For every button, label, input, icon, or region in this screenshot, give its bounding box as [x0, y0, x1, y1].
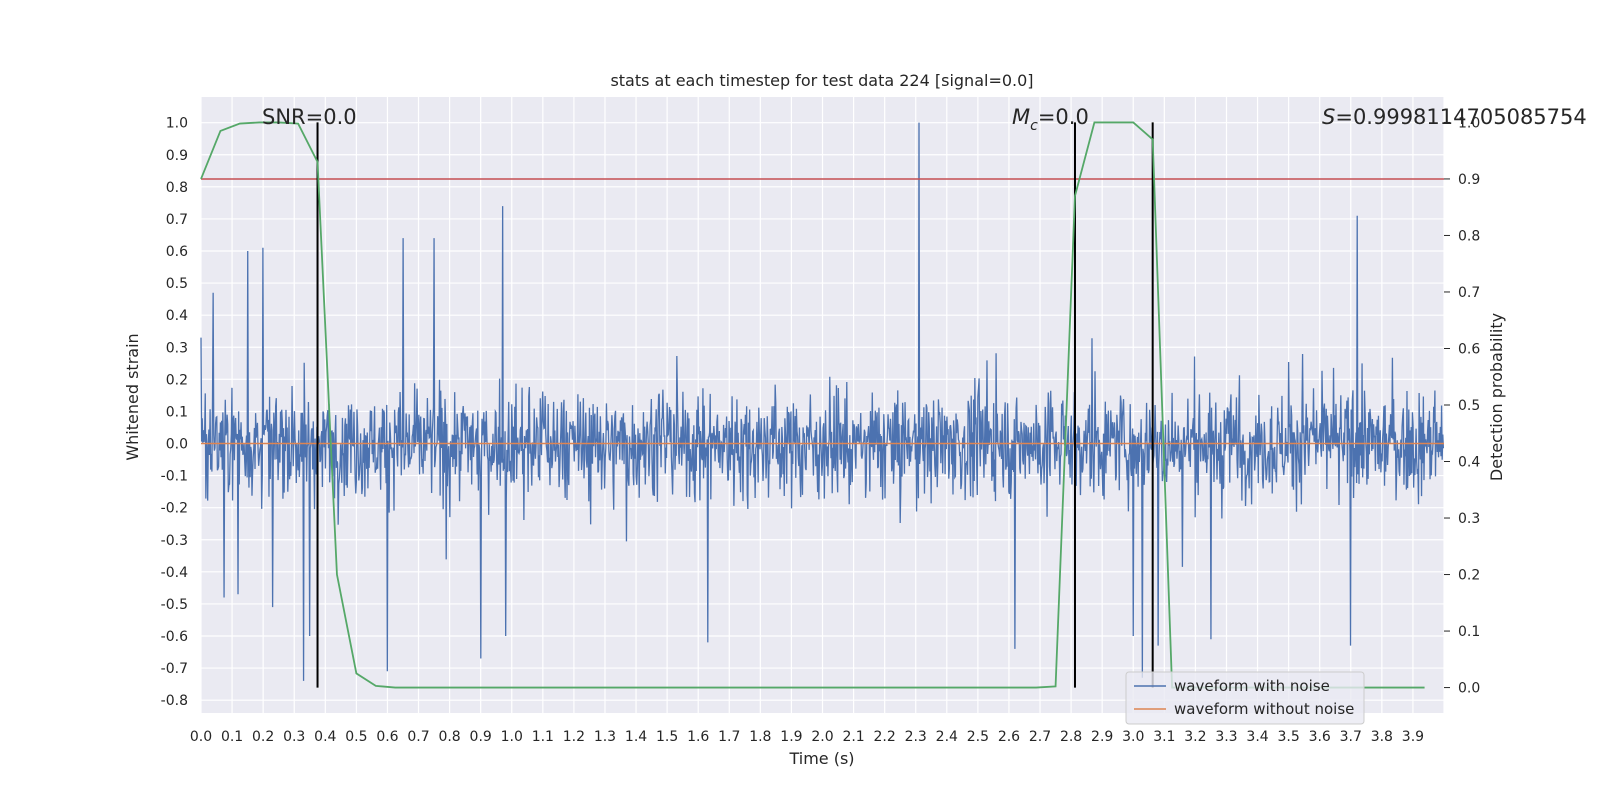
x-tick-label: 3.1 — [1153, 729, 1175, 745]
x-tick-label: 0.9 — [470, 729, 492, 745]
x-tick-label: 3.2 — [1184, 729, 1206, 745]
y-right-tick-label: 0.9 — [1458, 172, 1480, 188]
x-tick-labels: 0.0 0.1 0.2 0.3 0.4 0.5 0.6 0.7 0.8 0.9 1.0 1.1 1.2 1… — [190, 729, 1424, 745]
y-left-tick-label: 0.2 — [166, 372, 188, 388]
y-left-tick-label: 0.4 — [166, 308, 188, 324]
x-tick-label: 2.0 — [811, 729, 833, 745]
x-tick-label: 2.8 — [1060, 729, 1082, 745]
x-tick-label: 3.4 — [1246, 729, 1268, 745]
x-tick-label: 2.5 — [967, 729, 989, 745]
y-left-tick-label: 0.9 — [166, 148, 188, 164]
y-axis-right-label: Detection probability — [1487, 313, 1506, 481]
x-tick-label: 3.9 — [1402, 729, 1424, 745]
legend-label-clean: waveform without noise — [1174, 700, 1354, 718]
y-left-tick-label: -0.5 — [161, 597, 188, 613]
grid — [200, 97, 1445, 713]
y-left-tick-label: 0.0 — [166, 437, 188, 453]
chart-title: stats at each timestep for test data 224… — [610, 71, 1033, 90]
x-tick-label: 1.2 — [563, 729, 585, 745]
probability-series — [200, 121, 1425, 689]
probability-line — [200, 121, 1425, 689]
y-left-tick-label: -0.1 — [161, 469, 188, 485]
x-tick-label: 1.9 — [780, 729, 802, 745]
y-right-tick-label: 1.0 — [1458, 115, 1480, 131]
x-tick-label: 2.6 — [998, 729, 1020, 745]
y-left-tick-label: 0.3 — [166, 340, 188, 356]
snr-annotation: SNR=0.0 — [262, 105, 357, 129]
y-left-tick-label: 0.5 — [166, 276, 188, 292]
x-tick-label: 3.3 — [1215, 729, 1237, 745]
y-left-tick-label: 0.1 — [166, 404, 188, 420]
x-tick-label: 1.8 — [749, 729, 771, 745]
y-left-tick-label: 0.6 — [166, 244, 188, 260]
legend-box — [1125, 671, 1365, 725]
x-tick-label: 3.0 — [1122, 729, 1144, 745]
x-tick-label: 1.6 — [687, 729, 709, 745]
x-tick-label: 0.7 — [407, 729, 429, 745]
y-right-tick-label: 0.8 — [1458, 228, 1480, 244]
y-left-tick-label: -0.6 — [161, 629, 188, 645]
x-tick-label: 1.7 — [718, 729, 740, 745]
x-tick-label: 1.3 — [594, 729, 616, 745]
s-symbol: S — [1322, 105, 1335, 129]
y-right-tick-label: 0.0 — [1458, 681, 1480, 697]
x-tick-label: 1.0 — [501, 729, 523, 745]
y-left-tick-labels: -0.8 -0.7 -0.6 -0.5 -0.4 -0.3 -0.2 -0.1 0.0 0.1 0.… — [161, 116, 188, 710]
x-tick-label: 2.1 — [842, 729, 864, 745]
x-tick-label: 3.5 — [1277, 729, 1299, 745]
x-tick-label: 2.2 — [874, 729, 896, 745]
x-tick-label: 0.5 — [345, 729, 367, 745]
y-right-tick-label: 0.2 — [1458, 568, 1480, 584]
x-tick-label: 0.6 — [376, 729, 398, 745]
y-left-tick-label: 0.8 — [166, 180, 188, 196]
x-tick-label: 2.7 — [1029, 729, 1051, 745]
x-tick-label: 0.8 — [438, 729, 460, 745]
mc-value: =0.0 — [1038, 105, 1089, 129]
x-tick-label: 0.3 — [283, 729, 305, 745]
s-annotation: S=0.9998114705085754 — [1322, 105, 1587, 129]
y-right-tick-label: 0.3 — [1458, 511, 1480, 527]
x-tick-label: 0.1 — [221, 729, 243, 745]
x-tick-label: 1.4 — [625, 729, 647, 745]
x-tick-label: 1.5 — [656, 729, 678, 745]
x-axis-label: Time (s) — [788, 749, 854, 768]
noisy-waveform-line — [200, 122, 1445, 681]
y-left-tick-label: 1.0 — [166, 116, 188, 132]
x-tick-label: 1.1 — [532, 729, 554, 745]
legend: waveform with noise waveform without noi… — [1125, 671, 1365, 725]
x-tick-label: 2.4 — [936, 729, 958, 745]
x-tick-label: 2.9 — [1091, 729, 1113, 745]
y-right-tick-label: 0.5 — [1458, 398, 1480, 414]
y-left-tick-label: -0.2 — [161, 501, 188, 517]
s-value: =0.9998114705085754 — [1335, 105, 1586, 129]
y-right-tick-label: 0.7 — [1458, 285, 1480, 301]
mc-symbol: M — [1012, 105, 1030, 129]
y-left-tick-label: -0.4 — [161, 565, 188, 581]
y-left-tick-label: -0.8 — [161, 693, 188, 709]
legend-label-noise: waveform with noise — [1174, 677, 1330, 695]
x-tick-label: 0.0 — [190, 729, 212, 745]
y-right-tick-label: 0.1 — [1458, 624, 1480, 640]
y-left-tick-label: -0.7 — [161, 661, 188, 677]
y-right-tick-label: 0.4 — [1458, 455, 1480, 471]
x-tick-label: 3.8 — [1371, 729, 1393, 745]
noise-series — [200, 122, 1445, 681]
y-right-tick-label: 0.6 — [1458, 341, 1480, 357]
x-tick-label: 3.6 — [1309, 729, 1331, 745]
x-tick-label: 0.2 — [252, 729, 274, 745]
x-tick-label: 0.4 — [314, 729, 336, 745]
mc-subscript: c — [1030, 118, 1038, 134]
mc-annotation: Mc=0.0 — [1012, 105, 1089, 134]
y-left-tick-label: -0.3 — [161, 533, 188, 549]
x-tick-label: 3.7 — [1340, 729, 1362, 745]
y-axis-left-label: Whitened strain — [123, 333, 142, 460]
y-left-tick-label: 0.7 — [166, 212, 188, 228]
x-tick-label: 2.3 — [905, 729, 927, 745]
y-right-tick-labels: 0.0 0.1 0.2 0.3 0.4 0.5 0.6 0.7 0.8 0.9 1.0 — [1444, 115, 1480, 697]
